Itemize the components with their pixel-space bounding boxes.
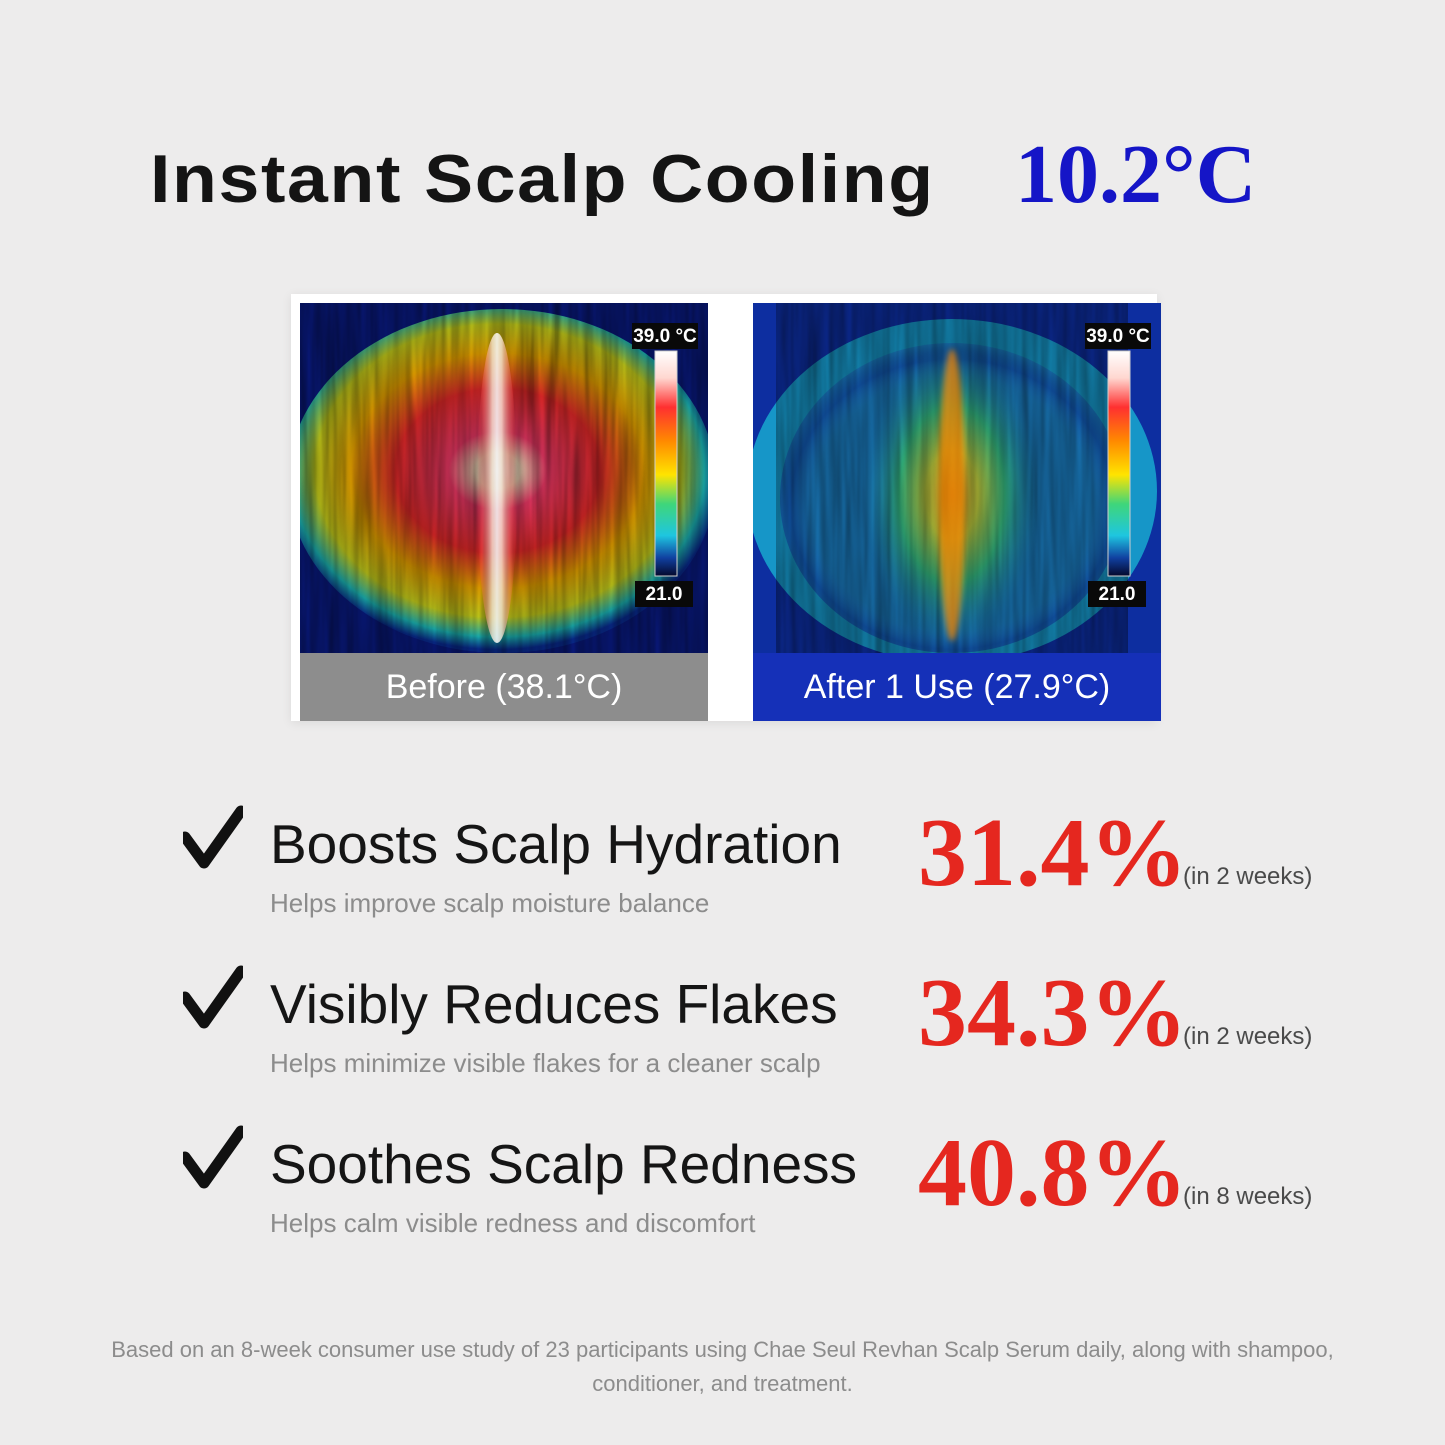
svg-text:39.0 °C: 39.0 °C — [633, 326, 697, 347]
svg-text:39.0 °C: 39.0 °C — [1086, 326, 1150, 347]
svg-text:21.0: 21.0 — [646, 584, 683, 605]
svg-text:21.0: 21.0 — [1099, 584, 1136, 605]
